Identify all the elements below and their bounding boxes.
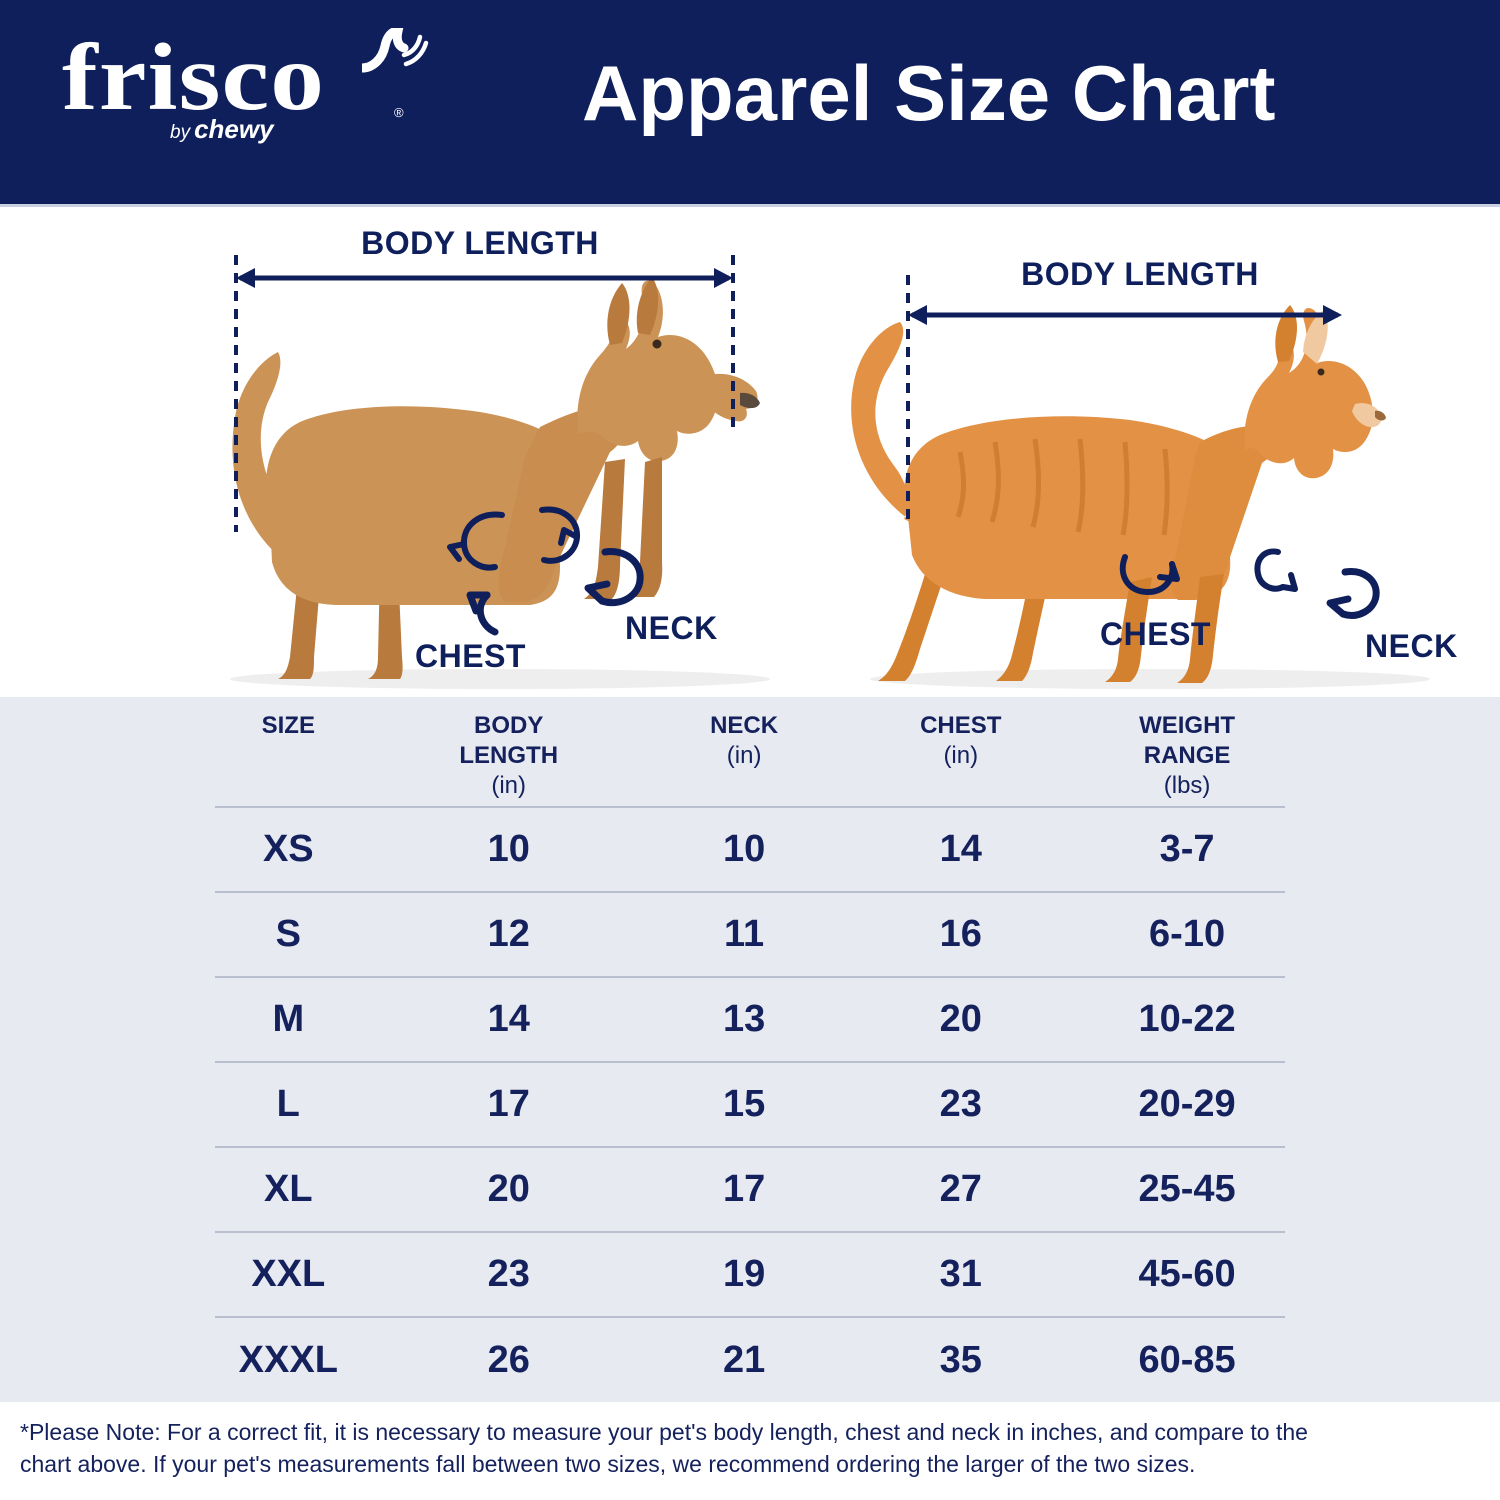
- svg-text:BODY LENGTH: BODY LENGTH: [1021, 256, 1259, 292]
- svg-text:CHEST: CHEST: [415, 638, 526, 674]
- svg-text:CHEST: CHEST: [1100, 616, 1211, 652]
- svg-text:BODY LENGTH: BODY LENGTH: [361, 227, 599, 261]
- svg-text:NECK: NECK: [625, 610, 718, 646]
- svg-text:NECK: NECK: [1365, 628, 1458, 664]
